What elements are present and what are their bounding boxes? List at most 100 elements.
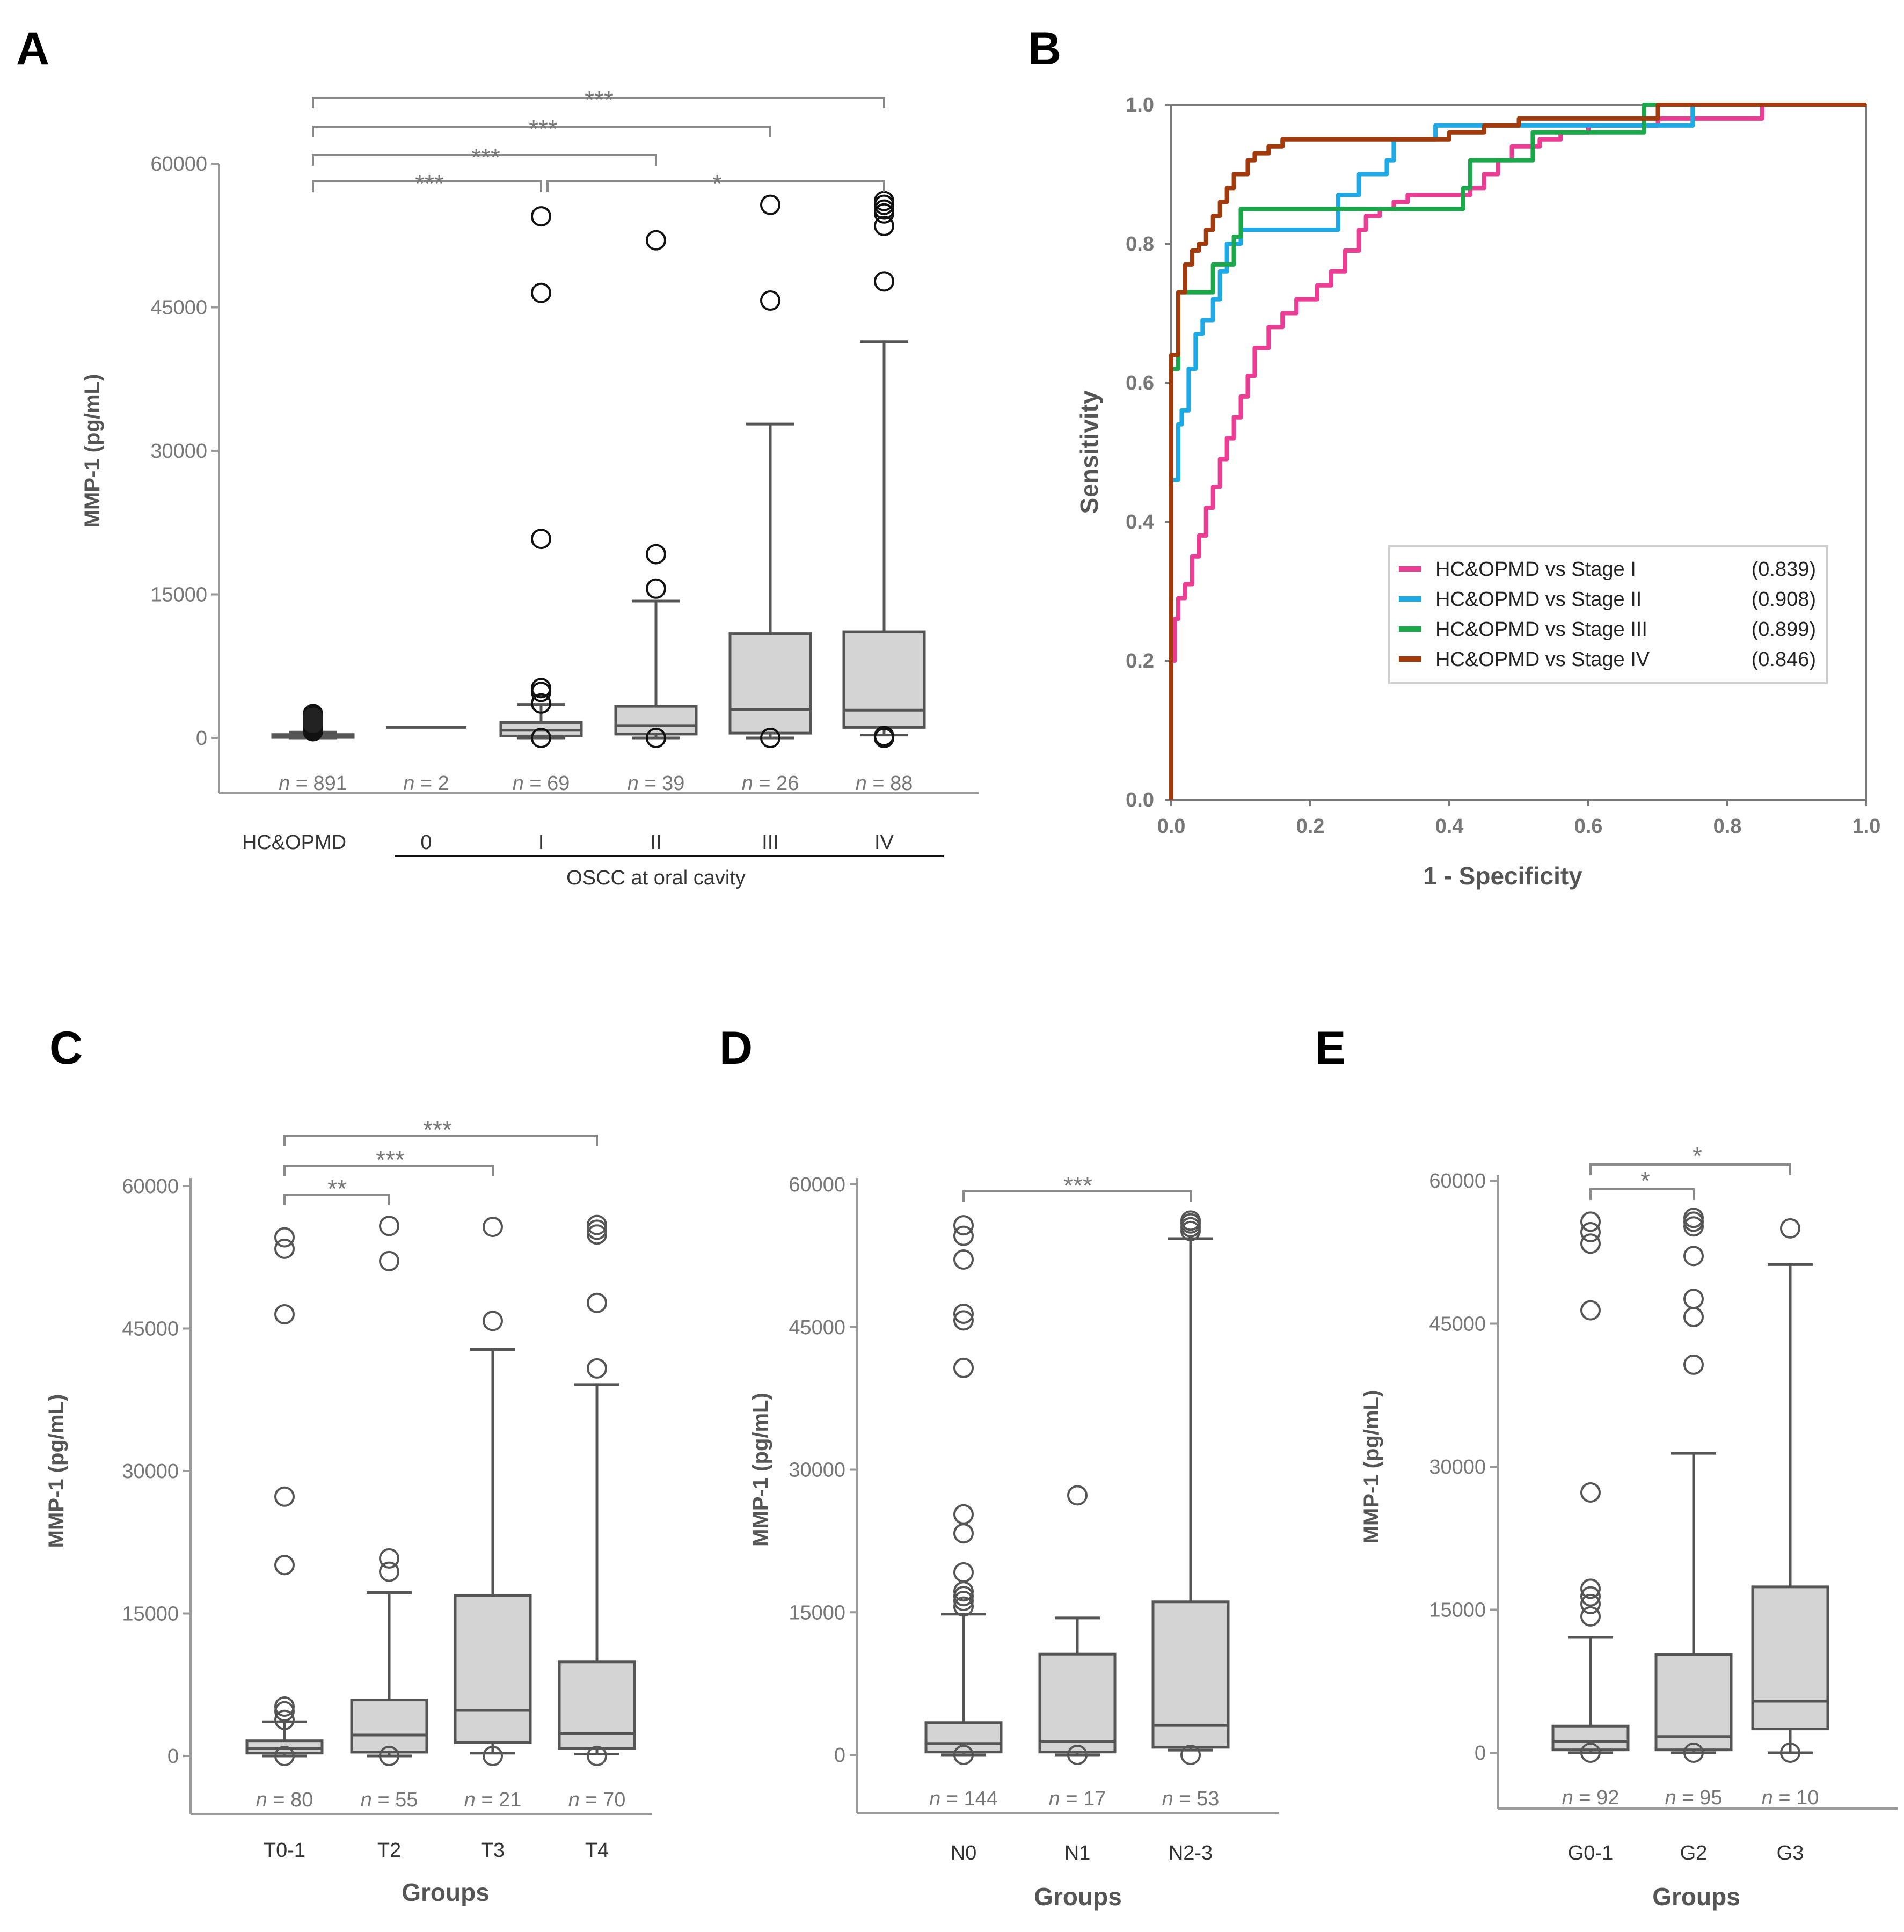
n-label: n = 69	[513, 772, 570, 795]
roc-curve	[1169, 103, 1866, 800]
y-tick-label: 1.0	[1126, 94, 1154, 116]
outlier-point	[646, 230, 666, 251]
outlier-point	[953, 1249, 974, 1270]
significance-bracket	[283, 1135, 598, 1146]
outlier-point	[646, 578, 666, 599]
legend-auc: (0.899)	[1752, 618, 1816, 641]
box-iqr	[350, 1699, 428, 1754]
significance-stars: ***	[423, 1116, 452, 1144]
outlier-point	[379, 1561, 399, 1582]
x-tick-label: 0.6	[1574, 815, 1603, 838]
outlier-point	[1180, 1210, 1201, 1231]
outlier-point	[1580, 1743, 1601, 1763]
n-label: n = 95	[1665, 1787, 1723, 1809]
outlier-point	[760, 728, 780, 748]
box-iqr	[1151, 1600, 1230, 1749]
box-iqr	[728, 632, 812, 735]
outlier-point	[531, 693, 551, 714]
y-tick-label: 0	[1475, 1742, 1486, 1765]
y-tick-label: 0	[196, 727, 207, 750]
outlier-point	[1683, 1289, 1704, 1309]
outlier-point	[953, 1215, 974, 1236]
n-label: n = 53	[1162, 1788, 1220, 1810]
y-tick-label: 0	[834, 1744, 845, 1767]
outlier-point	[1067, 1485, 1088, 1506]
y-axis-label: MMP-1 (pg/mL)	[81, 374, 104, 528]
outlier-point	[953, 1310, 974, 1331]
roc-curve	[1169, 103, 1866, 800]
outlier-point	[874, 726, 894, 747]
significance-bracket	[312, 97, 885, 108]
significance-bracket	[312, 180, 542, 192]
n-label: n = 2	[403, 772, 449, 795]
outlier-point	[1580, 1482, 1601, 1503]
outlier-point	[1780, 1218, 1800, 1239]
outlier-point	[953, 1590, 974, 1611]
legend-entry: HC&OPMD vs Stage III	[1435, 618, 1647, 641]
outlier-point	[531, 529, 551, 550]
significance-stars: ***	[1063, 1172, 1092, 1199]
n-label: n = 70	[568, 1789, 626, 1811]
outlier-point	[531, 678, 551, 699]
outlier-point	[1580, 1233, 1601, 1254]
y-tick-label: 60000	[150, 153, 207, 175]
y-tick-label: 45000	[122, 1318, 179, 1341]
y-axis-label: MMP-1 (pg/mL)	[749, 1393, 772, 1547]
outlier-point	[953, 1596, 974, 1617]
box-iqr	[1654, 1653, 1733, 1752]
significance-bracket	[283, 1165, 494, 1176]
y-tick-label: 30000	[150, 440, 207, 463]
box-iqr	[558, 1660, 636, 1750]
outlier-point	[646, 728, 666, 748]
category-label: IV	[874, 831, 894, 854]
outlier-point	[379, 1746, 399, 1766]
outlier-point	[874, 199, 894, 220]
y-axis-label: Sensitivity	[1075, 390, 1103, 514]
category-label: N1	[1064, 1842, 1091, 1864]
category-label: T4	[585, 1839, 609, 1862]
outlier-point	[274, 1304, 295, 1324]
outlier-point	[274, 1227, 295, 1248]
panel-e-boxplot: 0 15000 30000 45000 60000 MMP-1 (pg/mL) n = 92…	[1360, 1142, 1898, 1911]
box-iqr	[1751, 1585, 1829, 1731]
x-tick-label: 0.8	[1713, 815, 1742, 838]
category-label: G2	[1680, 1842, 1708, 1864]
n-label: n = 39	[628, 772, 685, 795]
significance-stars: ***	[529, 115, 558, 143]
x-tick-label: 1.0	[1852, 815, 1881, 838]
significance-bracket	[1589, 1188, 1695, 1200]
significance-stars: **	[327, 1175, 347, 1203]
outlier-point	[953, 1225, 974, 1246]
outlier-point	[587, 1219, 607, 1240]
outlier-point	[1683, 1246, 1704, 1267]
box-iqr	[1551, 1724, 1630, 1752]
outlier-point	[874, 271, 894, 292]
outlier-point	[1683, 1216, 1704, 1237]
outlier-point	[587, 1214, 607, 1235]
n-label: n = 21	[464, 1789, 522, 1811]
roc-curve	[1169, 103, 1866, 800]
y-tick-label: 0.6	[1126, 372, 1154, 394]
category-label: N0	[951, 1842, 977, 1864]
n-label: n = 88	[856, 772, 913, 795]
x-axis-label: 1 - Specificity	[1423, 862, 1582, 890]
outlier-point	[1580, 1606, 1601, 1627]
category-label: I	[538, 831, 544, 854]
x-axis-label: Groups	[1034, 1883, 1122, 1911]
outlier-point	[953, 1745, 974, 1765]
outlier-point	[531, 682, 551, 702]
category-label: II	[650, 831, 661, 854]
outlier-point	[483, 1217, 503, 1238]
significance-stars: *	[1640, 1167, 1650, 1195]
significance-stars: *	[712, 170, 722, 197]
legend-auc: (0.839)	[1752, 558, 1816, 581]
outlier-point	[1683, 1208, 1704, 1228]
n-label: n = 80	[256, 1789, 313, 1811]
outlier-point	[1580, 1586, 1601, 1607]
outlier-point	[1683, 1211, 1704, 1232]
legend-entry: HC&OPMD vs Stage I	[1435, 558, 1636, 581]
panel-c-boxplot: 0 15000 30000 45000 60000 MMP-1 (pg/mL) n = 80…	[45, 1116, 652, 1906]
outlier-point	[1580, 1578, 1601, 1599]
y-tick-label: 15000	[789, 1601, 845, 1624]
panel-letter-b: B	[1028, 23, 1061, 75]
